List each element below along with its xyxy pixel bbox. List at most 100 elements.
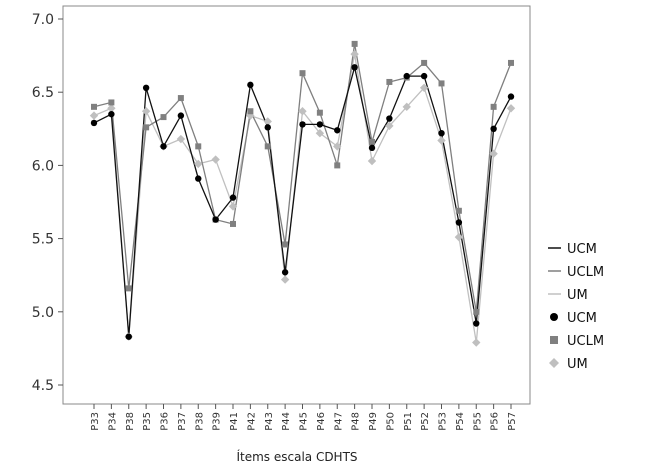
data-point	[316, 109, 323, 116]
x-tick-label: P46	[316, 412, 327, 431]
data-point	[334, 127, 341, 134]
x-tick-label: P56	[490, 412, 501, 431]
data-point	[125, 333, 132, 340]
data-point	[90, 119, 98, 127]
legend: UCM UCLM UM UCM UCLM UM	[548, 242, 604, 372]
data-point	[246, 111, 255, 120]
data-point	[143, 124, 150, 131]
data-point	[402, 102, 411, 112]
data-point	[455, 207, 462, 214]
x-tick-label: P50	[385, 412, 396, 431]
data-point	[194, 159, 203, 169]
data-point	[316, 121, 324, 128]
data-point	[229, 194, 237, 201]
legend-marker-swatch	[549, 358, 559, 368]
data-point	[91, 103, 97, 110]
x-tick-label: P33	[90, 412, 101, 431]
data-point	[195, 143, 202, 150]
data-point	[421, 59, 428, 66]
data-point	[125, 285, 132, 292]
data-point	[490, 125, 497, 132]
legend-label: UCM	[567, 311, 597, 326]
data-point	[211, 155, 220, 164]
data-point	[282, 241, 289, 248]
legend-label: UM	[567, 357, 588, 372]
x-tick-label: P41	[229, 412, 240, 431]
data-point	[228, 202, 238, 211]
data-point	[299, 70, 306, 77]
x-tick-label: P34	[107, 412, 118, 431]
data-point	[89, 111, 99, 120]
x-axis-title: Ítems escala CDHTS	[236, 449, 357, 464]
y-tick-label: 7.0	[32, 12, 54, 28]
x-tick-label: P47	[333, 412, 344, 431]
data-point	[142, 84, 150, 92]
legend-marker-swatch	[550, 313, 558, 321]
data-point	[160, 143, 167, 150]
data-point	[177, 95, 184, 102]
data-point	[368, 144, 376, 152]
data-point	[333, 142, 342, 151]
data-point	[506, 104, 516, 113]
data-point	[473, 320, 480, 327]
series-markers	[89, 40, 516, 347]
data-point	[386, 115, 393, 122]
data-point	[490, 103, 497, 110]
data-point	[351, 40, 358, 47]
data-point	[455, 219, 463, 226]
data-point	[508, 59, 514, 66]
data-point	[454, 232, 464, 242]
data-point	[473, 308, 480, 315]
x-tick-label: P38	[125, 412, 136, 431]
x-tick-label: P42	[246, 412, 257, 431]
data-point	[472, 338, 481, 347]
x-tick-label: P38	[194, 412, 205, 431]
legend-label: UM	[567, 288, 588, 303]
x-tick-label: P51	[403, 412, 414, 431]
x-tick-label: P53	[438, 412, 449, 431]
x-tick-label: P48	[351, 412, 362, 431]
legend-label: UCM	[567, 242, 597, 257]
data-point	[507, 93, 515, 100]
data-point	[247, 81, 254, 89]
data-point	[108, 99, 115, 106]
data-point	[438, 80, 445, 87]
y-axis: 4.5 5.0 5.5 6.0 6.5 7.0	[32, 12, 63, 394]
data-point	[385, 121, 394, 131]
data-point	[230, 220, 236, 227]
x-tick-label: P52	[420, 412, 431, 431]
data-point	[350, 49, 359, 59]
x-tick-label: P39	[212, 412, 223, 431]
x-tick-label: P36	[160, 412, 171, 431]
data-point	[386, 78, 393, 85]
data-point	[108, 110, 115, 118]
data-point	[438, 129, 445, 137]
data-point	[403, 72, 410, 80]
data-point	[367, 156, 377, 166]
data-point	[160, 114, 167, 121]
data-point	[264, 143, 271, 150]
data-point	[419, 83, 429, 93]
x-tick-label: P49	[368, 412, 379, 431]
data-point	[420, 72, 428, 80]
x-tick-label: P55	[472, 412, 483, 431]
y-tick-label: 5.5	[32, 232, 54, 248]
plot-area	[62, 5, 531, 405]
data-point	[263, 117, 272, 126]
x-tick-label: P57	[507, 412, 518, 431]
x-tick-label: P43	[264, 412, 275, 431]
data-point	[369, 138, 375, 145]
data-point	[351, 64, 358, 71]
data-point	[212, 216, 219, 223]
data-point	[141, 107, 151, 116]
x-tick-label: P37	[177, 412, 188, 431]
data-point	[280, 275, 290, 284]
data-point	[334, 162, 341, 169]
x-tick-label: P35	[142, 412, 153, 431]
data-point	[177, 112, 185, 119]
x-axis: P33 P34 P38 P35 P36 P37 P38 P39 P41 P42 P43 P44 P45 P…	[90, 404, 518, 431]
data-point	[299, 121, 306, 128]
data-point	[107, 104, 116, 113]
x-tick-label: P45	[299, 412, 310, 431]
